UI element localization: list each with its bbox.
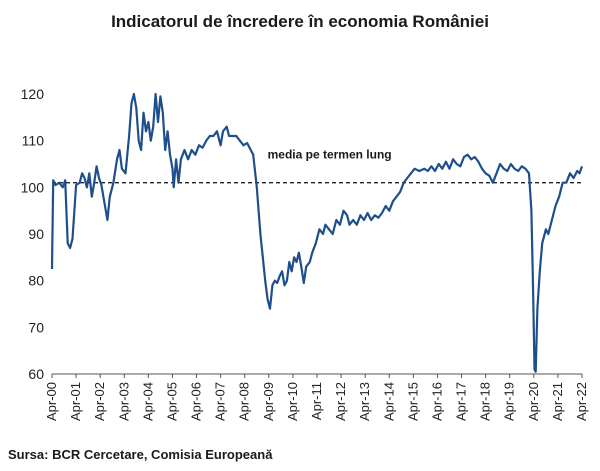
x-tick-label: Apr-07: [213, 382, 228, 421]
x-tick-label: Apr-01: [68, 382, 83, 421]
x-tick-label: Apr-00: [44, 382, 59, 421]
y-tick-label: 110: [22, 133, 45, 149]
x-tick-label: Apr-19: [502, 382, 517, 421]
x-tick-label: Apr-12: [333, 382, 348, 421]
y-tick-label: 70: [28, 319, 44, 335]
x-tick-label: Apr-14: [381, 382, 396, 421]
long-term-average-label: media pe termen lung: [268, 148, 392, 162]
x-tick-label: Apr-06: [189, 382, 204, 421]
source-note: Sursa: BCR Cercetare, Comisia Europeană: [8, 447, 273, 462]
x-tick-label: Apr-13: [357, 382, 372, 421]
y-tick-label: 120: [21, 86, 45, 102]
x-tick-label: Apr-11: [309, 382, 324, 420]
x-tick-label: Apr-18: [478, 382, 493, 421]
x-tick-label: Apr-17: [454, 382, 469, 421]
x-tick-label: Apr-10: [285, 382, 300, 421]
x-tick-label: Apr-08: [237, 382, 252, 421]
x-tick-label: Apr-22: [574, 382, 589, 421]
x-tick-label: Apr-20: [526, 382, 541, 421]
y-tick-label: 60: [28, 366, 44, 382]
x-tick-label: Apr-03: [116, 382, 131, 421]
y-tick-label: 80: [28, 273, 44, 289]
y-tick-label: 90: [28, 226, 44, 242]
x-tick-label: Apr-21: [550, 382, 565, 421]
y-tick-label: 100: [21, 179, 45, 195]
x-tick-label: Apr-09: [261, 382, 276, 421]
x-tick-label: Apr-16: [429, 382, 444, 421]
x-tick-label: Apr-15: [405, 382, 420, 421]
x-tick-label: Apr-02: [92, 382, 107, 421]
x-tick-label: Apr-04: [140, 382, 155, 421]
x-tick-label: Apr-05: [164, 382, 179, 421]
confidence-indicator-series-line: [50, 92, 584, 373]
chart-title: Indicatorul de încredere în economia Rom…: [111, 12, 489, 31]
